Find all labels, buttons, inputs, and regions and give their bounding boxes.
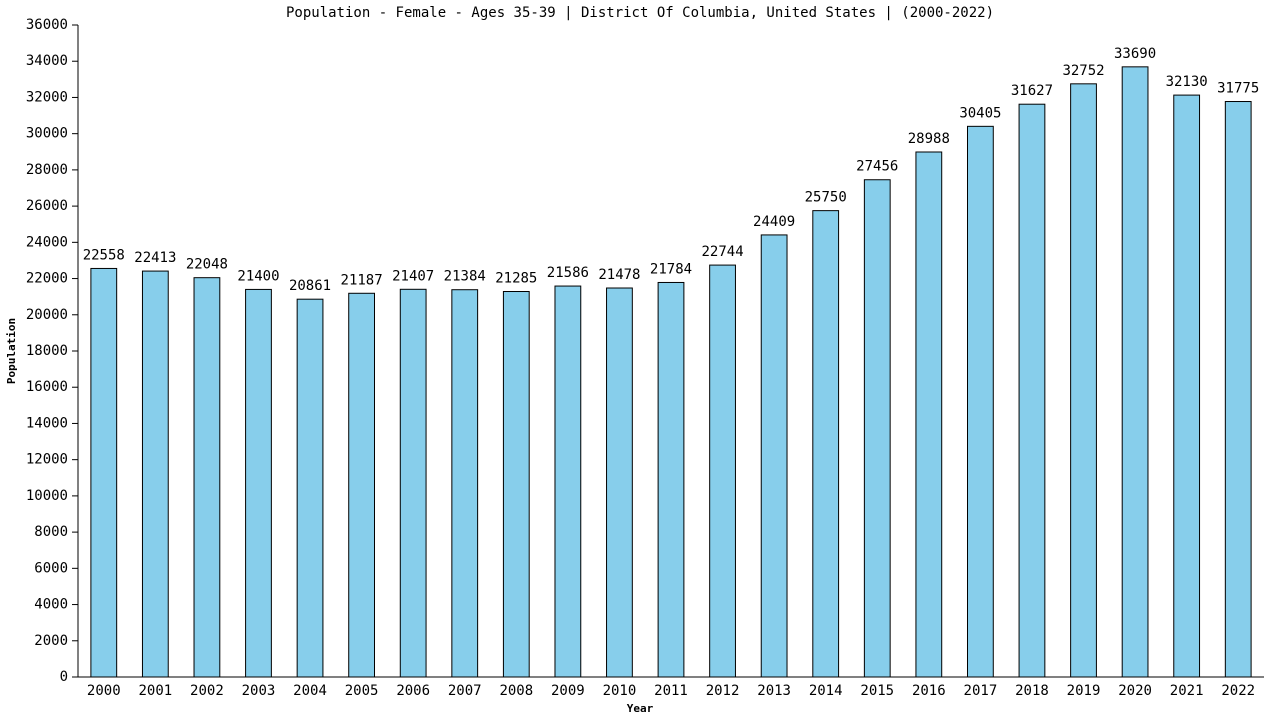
value-label: 21784 [650, 261, 692, 277]
bar [812, 210, 840, 678]
value-label: 22048 [186, 257, 228, 273]
bar [502, 291, 530, 678]
x-tick-label: 2008 [499, 683, 533, 699]
value-label: 28988 [908, 131, 950, 147]
x-tick-label: 2003 [242, 683, 276, 699]
bar [1173, 94, 1201, 678]
y-tick-label: 22000 [26, 271, 68, 287]
bar [554, 285, 582, 678]
bar [1018, 103, 1046, 678]
x-tick-label: 2019 [1067, 683, 1101, 699]
value-label: 20861 [289, 278, 331, 294]
y-tick-label: 18000 [26, 343, 68, 359]
x-tick-label: 2018 [1015, 683, 1049, 699]
value-label: 22558 [83, 247, 125, 263]
x-tick-label: 2009 [551, 683, 585, 699]
x-tick-label: 2011 [654, 683, 688, 699]
bar [348, 292, 375, 678]
value-label: 21478 [598, 267, 640, 283]
value-label: 22413 [134, 250, 176, 266]
bar [657, 281, 685, 678]
x-tick-label: 2020 [1118, 683, 1152, 699]
x-tick-label: 2010 [603, 683, 637, 699]
value-label: 32752 [1062, 63, 1104, 79]
y-tick-label: 2000 [34, 633, 68, 649]
value-label: 21285 [495, 271, 537, 287]
bar [863, 179, 891, 678]
y-tick-label: 20000 [26, 307, 68, 323]
value-label: 21586 [547, 265, 589, 281]
value-label: 21407 [392, 268, 434, 284]
y-tick-label: 12000 [26, 452, 68, 468]
value-label: 27456 [856, 159, 898, 175]
y-tick-label: 30000 [26, 126, 68, 142]
bar [1070, 83, 1097, 678]
value-label: 31627 [1011, 83, 1053, 99]
x-tick-label: 2005 [345, 683, 379, 699]
bar [296, 298, 324, 678]
bar [245, 288, 272, 678]
value-label: 21384 [444, 269, 486, 285]
bar [915, 151, 943, 678]
x-axis-label: Year [627, 702, 654, 715]
bar [709, 264, 736, 678]
y-tick-label: 16000 [26, 379, 68, 395]
y-tick-label: 34000 [26, 53, 68, 69]
bar [1121, 66, 1149, 678]
x-tick-label: 2004 [293, 683, 327, 699]
y-tick-label: 14000 [26, 415, 68, 431]
y-tick-label: 10000 [26, 488, 68, 504]
bar [193, 277, 221, 678]
value-label: 25750 [805, 190, 847, 206]
value-label: 30405 [959, 105, 1001, 121]
value-label: 24409 [753, 214, 795, 230]
value-label: 22744 [701, 244, 743, 260]
x-tick-label: 2015 [860, 683, 894, 699]
y-tick-label: 24000 [26, 234, 68, 250]
x-tick-label: 2001 [138, 683, 172, 699]
value-label: 21187 [341, 272, 383, 288]
x-tick-label: 2006 [396, 683, 430, 699]
y-tick-label: 26000 [26, 198, 68, 214]
x-tick-label: 2016 [912, 683, 946, 699]
y-tick-label: 8000 [34, 524, 68, 540]
x-tick-label: 2002 [190, 683, 224, 699]
y-axis-label: Population [5, 318, 18, 384]
y-tick-label: 6000 [34, 560, 68, 576]
bar [141, 270, 169, 678]
y-tick-label: 32000 [26, 89, 68, 105]
chart-title: Population - Female - Ages 35-39 | Distr… [286, 5, 994, 21]
value-label: 21400 [237, 268, 279, 284]
y-tick-label: 28000 [26, 162, 68, 178]
x-tick-label: 2014 [809, 683, 843, 699]
x-tick-label: 2007 [448, 683, 482, 699]
bar [606, 287, 633, 678]
y-tick-label: 0 [60, 669, 68, 685]
bar [90, 267, 118, 678]
value-label: 33690 [1114, 46, 1156, 62]
x-tick-label: 2000 [87, 683, 121, 699]
x-tick-label: 2021 [1170, 683, 1204, 699]
bar [1224, 101, 1252, 678]
bar [399, 288, 427, 678]
bar [967, 125, 994, 678]
y-tick-label: 4000 [34, 597, 68, 613]
x-tick-label: 2022 [1221, 683, 1255, 699]
x-tick-label: 2017 [964, 683, 998, 699]
x-tick-label: 2013 [757, 683, 791, 699]
y-tick-label: 36000 [26, 17, 68, 33]
bar [451, 289, 479, 678]
x-tick-label: 2012 [706, 683, 740, 699]
value-label: 31775 [1217, 81, 1259, 97]
value-label: 32130 [1166, 74, 1208, 90]
bar [760, 234, 788, 678]
